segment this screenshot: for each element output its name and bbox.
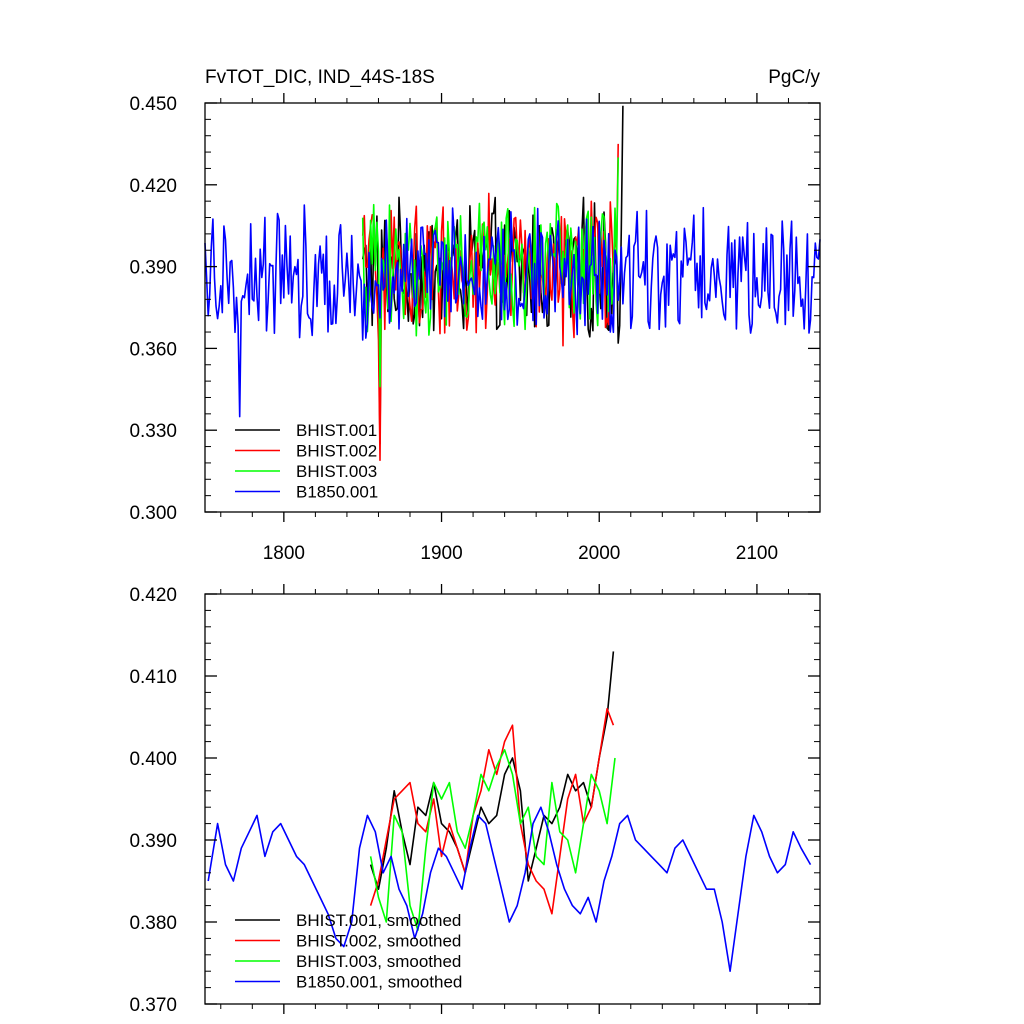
panel-bottom: 0.370 0.380 0.390 0.400 0.410 0.420 BHIST.001… xyxy=(129,584,821,1016)
y-tick-label: 0.450 xyxy=(129,94,177,115)
series-group xyxy=(204,105,821,462)
y-tick-label: 0.330 xyxy=(129,421,177,442)
legend-label: BHIST.002 xyxy=(296,442,377,461)
legend-label: BHIST.001, smoothed xyxy=(296,911,461,930)
chart-units: PgC/y xyxy=(768,67,820,88)
series-line xyxy=(204,204,821,418)
y-tick-label: 0.400 xyxy=(129,749,177,770)
axes: 0.300 0.330 0.360 0.390 0.420 0.450 1800 1900 20… xyxy=(129,93,821,564)
x-tick-label: 1900 xyxy=(420,543,462,564)
series-line xyxy=(369,651,615,891)
y-tick-label: 0.360 xyxy=(129,339,177,360)
x-tick-label: 2100 xyxy=(736,543,778,564)
y-tick-label: 0.370 xyxy=(129,995,177,1016)
series-line xyxy=(369,748,616,932)
legend-label: BHIST.003, smoothed xyxy=(296,952,461,971)
series-line xyxy=(361,157,619,388)
legend-label: B1850.001 xyxy=(296,483,378,502)
plot-frame xyxy=(204,102,821,513)
series-line xyxy=(207,806,812,973)
legend-label: BHIST.001 xyxy=(296,421,377,440)
y-tick-label: 0.380 xyxy=(129,913,177,934)
series-line xyxy=(369,707,615,915)
legend-label: BHIST.003 xyxy=(296,462,377,481)
chart-title: FvTOT_DIC, IND_44S-18S xyxy=(205,67,435,88)
legend-label: BHIST.002, smoothed xyxy=(296,932,461,951)
y-tick-label: 0.420 xyxy=(129,176,177,197)
y-tick-label: 0.420 xyxy=(129,585,177,606)
y-tick-label: 0.410 xyxy=(129,667,177,688)
legend-label: B1850.001, smoothed xyxy=(296,973,462,992)
panel-top: FvTOT_DIC, IND_44S-18S PgC/y 0.3000.3300… xyxy=(129,67,821,564)
series-line xyxy=(361,143,619,462)
legend: BHIST.001, smoothed BHIST.002, smoothedBH… xyxy=(235,911,462,992)
x-tick-label: 2000 xyxy=(578,543,620,564)
plot-frame xyxy=(204,593,821,1005)
series-group xyxy=(207,651,812,973)
axes: 0.370 0.380 0.390 0.400 0.410 0.420 xyxy=(129,584,821,1016)
y-tick-label: 0.390 xyxy=(129,831,177,852)
y-tick-label: 0.390 xyxy=(129,258,177,279)
x-tick-label: 1800 xyxy=(263,543,305,564)
y-tick-label: 0.300 xyxy=(129,503,177,524)
